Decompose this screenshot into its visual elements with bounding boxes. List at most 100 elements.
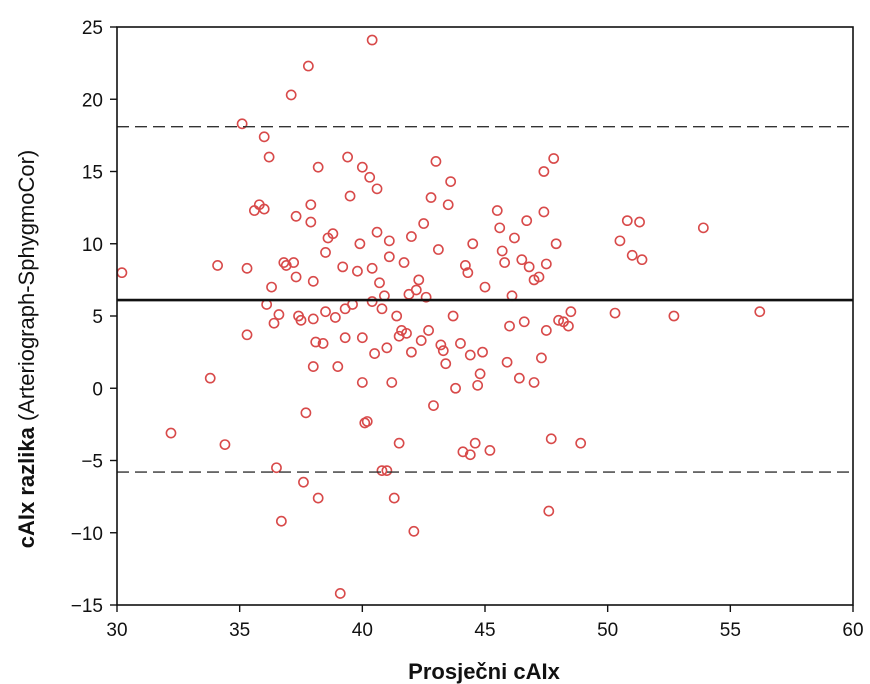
data-point	[388, 492, 400, 504]
data-point	[479, 281, 491, 293]
data-point	[356, 332, 368, 344]
data-point	[236, 118, 248, 130]
data-point	[305, 216, 317, 228]
data-point	[288, 257, 300, 268]
data-point	[241, 329, 253, 341]
data-point	[356, 377, 368, 388]
y-tick-label: −15	[71, 596, 103, 617]
data-point	[248, 205, 260, 216]
data-point	[310, 336, 322, 348]
data-point	[327, 228, 339, 240]
data-point	[754, 306, 766, 318]
data-point	[312, 492, 324, 504]
data-point	[383, 251, 395, 263]
data-point	[636, 254, 648, 266]
data-point	[302, 60, 314, 72]
data-point	[405, 231, 417, 242]
data-point	[361, 416, 373, 427]
data-points	[116, 34, 766, 599]
data-point	[469, 437, 481, 449]
data-point	[459, 260, 471, 271]
data-point	[386, 377, 398, 388]
x-tick-label: 35	[229, 620, 250, 641]
data-point	[307, 313, 319, 325]
data-point	[366, 262, 378, 274]
y-tick-label: 20	[82, 90, 103, 111]
data-point	[356, 161, 368, 173]
data-point	[504, 320, 515, 332]
data-point	[393, 437, 405, 449]
data-point	[290, 210, 302, 222]
data-point	[621, 215, 633, 227]
data-point	[381, 465, 393, 477]
data-point	[494, 222, 506, 234]
data-point	[464, 349, 476, 361]
data-point	[263, 151, 275, 163]
data-point	[484, 444, 496, 456]
y-axis-title-suffix: (Arteriograph-SphygmoCor)	[14, 150, 39, 421]
data-point	[359, 417, 371, 429]
y-axis-title-main: cAIx razlika	[14, 426, 39, 548]
data-point	[697, 222, 709, 234]
data-point	[538, 206, 550, 218]
data-point	[204, 372, 216, 384]
data-point	[401, 327, 412, 339]
data-point	[320, 306, 331, 318]
data-point	[432, 244, 444, 255]
data-point	[329, 312, 341, 323]
data-point	[550, 238, 562, 250]
data-point	[165, 427, 177, 439]
data-point	[548, 153, 560, 164]
data-point	[374, 277, 385, 289]
data-point	[344, 190, 356, 202]
data-point	[352, 265, 363, 277]
data-point	[538, 166, 550, 177]
data-point	[275, 515, 287, 527]
y-axis: −15 −10 −5 0 5 10 15 20 25	[71, 18, 117, 617]
data-point	[553, 314, 564, 326]
data-point	[437, 345, 449, 357]
data-point	[332, 361, 344, 372]
data-point	[405, 346, 417, 358]
data-point	[533, 271, 545, 283]
data-point	[342, 151, 354, 163]
data-point	[298, 476, 309, 488]
x-axis-title: Prosječni cAIx	[408, 659, 560, 684]
x-tick-label: 55	[720, 620, 741, 641]
data-point	[455, 338, 466, 349]
x-tick-label: 40	[352, 620, 373, 641]
data-point	[464, 449, 476, 461]
data-point	[477, 346, 488, 358]
data-point	[219, 439, 231, 451]
data-point	[364, 171, 376, 183]
data-point	[383, 235, 395, 247]
data-point	[307, 361, 319, 372]
data-point	[408, 525, 420, 537]
data-point	[268, 317, 280, 329]
data-point	[334, 588, 346, 599]
data-point	[285, 89, 297, 101]
data-point	[317, 338, 329, 349]
y-axis-title: cAIx razlika (Arteriograph-SphygmoCor)	[14, 150, 39, 549]
data-point	[563, 320, 574, 332]
data-point	[516, 254, 528, 266]
data-point	[393, 330, 405, 342]
data-point	[543, 505, 555, 517]
data-point	[668, 310, 680, 322]
data-point	[371, 183, 383, 195]
data-point	[509, 232, 520, 244]
data-point	[366, 296, 378, 307]
data-point	[445, 176, 457, 188]
data-point	[496, 245, 508, 257]
y-tick-label: 0	[92, 379, 103, 400]
data-point	[523, 261, 535, 273]
data-point	[513, 372, 525, 384]
data-point	[413, 274, 425, 286]
data-point	[320, 247, 331, 258]
y-tick-label: 25	[82, 18, 103, 39]
data-point	[410, 284, 422, 296]
y-tick-label: 15	[82, 163, 103, 184]
data-point	[499, 257, 511, 268]
x-axis: 30 35 40 45 50 55 60	[106, 605, 864, 641]
data-point	[295, 314, 307, 326]
